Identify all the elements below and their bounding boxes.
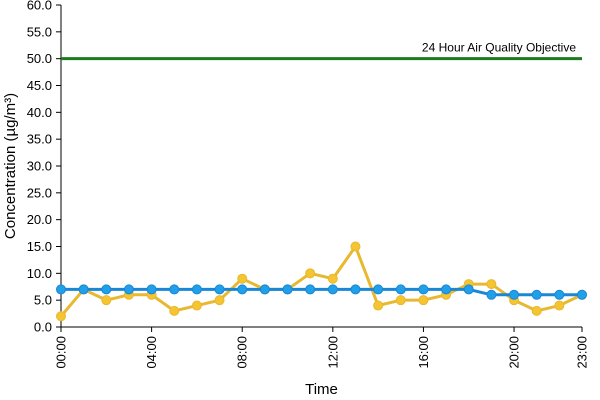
x-tick-label: 12:00 <box>325 336 340 369</box>
x-tick-label: 08:00 <box>235 336 250 369</box>
series-1-point <box>373 300 384 311</box>
y-tick-label: 30.0 <box>27 159 52 174</box>
series-1-line <box>59 245 583 318</box>
series-2-point <box>123 284 134 295</box>
series-2-point <box>350 284 361 295</box>
series-1-point <box>554 300 565 311</box>
y-tick-label: 15.0 <box>27 239 52 254</box>
series-2-point <box>486 289 497 300</box>
series-1-point <box>350 241 361 252</box>
series-2-point <box>577 289 587 300</box>
series-2-point <box>554 289 565 300</box>
y-axis-title: Concentration (µg/m³) <box>2 93 19 239</box>
y-tick-label: 20.0 <box>27 212 52 227</box>
series-2-point <box>146 284 157 295</box>
series-group <box>56 241 587 322</box>
y-tick-label: 25.0 <box>27 185 52 200</box>
series-1-point <box>214 295 225 306</box>
x-tick-label: 16:00 <box>416 336 431 369</box>
series-1-point <box>486 279 497 290</box>
series-1-point <box>169 305 180 316</box>
series-1-point <box>305 268 316 279</box>
series-1-point <box>418 295 429 306</box>
x-axis-title: Time <box>305 381 338 398</box>
reference-line-group: 24 Hour Air Quality Objective <box>61 41 582 61</box>
series-2-point <box>327 284 338 295</box>
series-2-point <box>282 284 293 295</box>
y-tick-label: 45.0 <box>27 78 52 93</box>
x-tick-label: 04:00 <box>144 336 159 369</box>
series-2-point <box>214 284 225 295</box>
y-tick-label: 60.0 <box>27 0 52 13</box>
y-tick-label: 35.0 <box>27 132 52 147</box>
series-2-point <box>101 284 112 295</box>
series-2-point <box>509 289 520 300</box>
series-2-point <box>78 284 89 295</box>
x-axis: 00:00 04:00 08:00 12:00 16:00 20:00 23:00 <box>54 326 590 369</box>
series-2-point <box>191 284 202 295</box>
y-tick-label: 0.0 <box>34 320 52 335</box>
series-1-point <box>327 273 338 284</box>
y-tick-label: 55.0 <box>27 24 52 39</box>
series-2-point <box>56 284 66 295</box>
x-tick-label: 00:00 <box>54 336 69 369</box>
y-axis: 0.0 5.0 10.0 15.0 20.0 25.0 30.0 35.0 40.0 45.0 50… <box>27 0 62 335</box>
series-1-point <box>237 273 248 284</box>
series-2-point <box>237 284 248 295</box>
series-2-point <box>373 284 384 295</box>
series-2-point <box>169 284 180 295</box>
series-2-point <box>531 289 542 300</box>
series-2-point <box>305 284 316 295</box>
series-1-point <box>395 295 406 306</box>
series-2-point <box>441 284 452 295</box>
series-2-point <box>418 284 429 295</box>
series-1-point <box>531 305 542 316</box>
air-quality-objective-label: 24 Hour Air Quality Objective <box>422 41 576 55</box>
y-tick-label: 40.0 <box>27 105 52 120</box>
series-2-point <box>395 284 406 295</box>
series-2-point <box>463 284 474 295</box>
x-tick-label: 20:00 <box>507 336 522 369</box>
series-2-point <box>259 284 270 295</box>
y-tick-label: 50.0 <box>27 51 52 66</box>
series-1-point <box>56 311 66 322</box>
y-tick-label: 5.0 <box>34 293 52 308</box>
series-1-point <box>191 300 202 311</box>
y-tick-label: 10.0 <box>27 266 52 281</box>
x-tick-label: 23:00 <box>575 336 590 369</box>
series-1-point <box>101 295 112 306</box>
